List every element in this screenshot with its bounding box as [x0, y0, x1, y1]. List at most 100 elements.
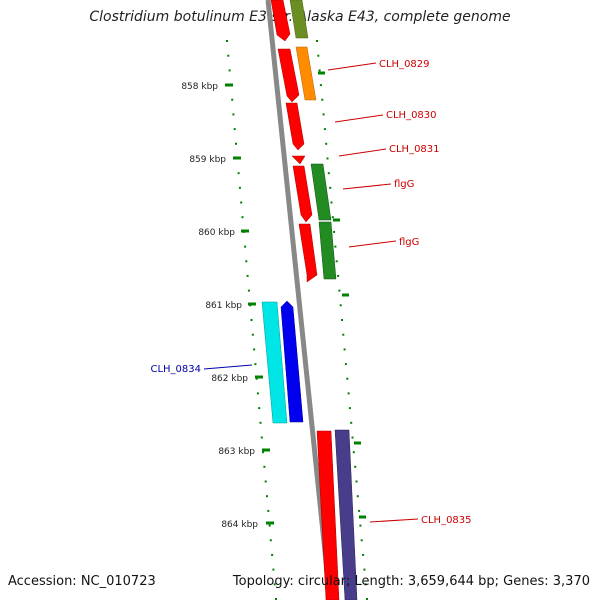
- track-dot: [246, 274, 249, 277]
- track-dot: [227, 54, 230, 57]
- gene-arrow-clh-0829[interactable]: [295, 46, 317, 101]
- track-dot: [260, 436, 263, 439]
- track-dot: [258, 407, 261, 410]
- track-dot: [251, 333, 254, 336]
- tick-label: 861 kbp: [205, 301, 242, 311]
- track-dot: [356, 495, 359, 498]
- track-dot: [263, 465, 266, 468]
- feature-label[interactable]: CLH_0829: [379, 59, 430, 70]
- track-dot: [331, 216, 334, 219]
- tick-label: 864 kbp: [221, 520, 258, 530]
- gene-arrow-clh-0834[interactable]: [261, 301, 288, 424]
- track-dot: [321, 98, 324, 101]
- feature-label[interactable]: flgG: [394, 179, 414, 190]
- track-dot: [350, 421, 353, 424]
- track-dot: [334, 245, 337, 248]
- track-dot: [362, 553, 365, 556]
- track-dot: [235, 142, 237, 145]
- gene-arrow[interactable]: [316, 430, 340, 600]
- track-dot: [233, 128, 236, 131]
- track-dot: [338, 289, 341, 292]
- tick-label: 863 kbp: [218, 447, 255, 457]
- track-dot: [273, 583, 276, 586]
- track-dot: [341, 319, 343, 321]
- track-dot: [326, 157, 329, 160]
- track-dot: [226, 40, 228, 42]
- gene-arrow[interactable]: [277, 48, 300, 103]
- track-dot: [329, 186, 332, 189]
- track-dot: [259, 421, 262, 424]
- track-dot: [317, 54, 320, 57]
- track-dot: [364, 583, 367, 586]
- track-dot: [237, 172, 240, 175]
- track-dot: [359, 524, 362, 527]
- gene-arrow[interactable]: [289, 0, 309, 39]
- ruler-track: [226, 40, 368, 600]
- tick-label: 858 kbp: [181, 82, 218, 92]
- gene-arrow[interactable]: [280, 300, 304, 423]
- backbone-line: [265, 0, 333, 600]
- track-dot: [272, 568, 275, 571]
- gene-arrow-flgg[interactable]: [318, 221, 337, 280]
- feature-label[interactable]: CLH_0830: [386, 110, 437, 121]
- gene-arrow-flgg[interactable]: [310, 163, 332, 221]
- track-dot: [348, 407, 351, 410]
- track-dot: [355, 480, 358, 483]
- track-dot: [347, 392, 350, 395]
- label-leader: [338, 148, 387, 157]
- gene-features: [261, 0, 358, 600]
- track-dot: [231, 98, 234, 101]
- gene-arrow[interactable]: [298, 223, 318, 283]
- track-dot: [319, 84, 322, 87]
- track-dot: [325, 142, 328, 145]
- feature-labels: CLH_0829 CLH_0830 CLH_0831 flgG flgG CLH…: [150, 59, 471, 526]
- feature-label[interactable]: flgG: [399, 237, 419, 248]
- accession-text: Accession: NC_010723: [8, 574, 156, 589]
- label-leader: [327, 62, 377, 71]
- track-dot: [238, 186, 241, 189]
- tick-label: 859 kbp: [189, 155, 226, 165]
- track-dot: [316, 40, 318, 42]
- gene-arrow[interactable]: [270, 0, 291, 42]
- track-dot: [271, 553, 274, 556]
- tick-label: 860 kbp: [198, 228, 235, 238]
- feature-label[interactable]: CLH_0835: [421, 515, 472, 526]
- track-dot: [250, 319, 253, 321]
- track-dot: [241, 216, 244, 219]
- track-dot: [327, 172, 330, 175]
- label-leader: [369, 518, 419, 523]
- track-dot: [255, 377, 258, 380]
- gene-arrow[interactable]: [292, 165, 313, 223]
- label-leader: [334, 114, 384, 123]
- ruler-ticks: 858 kbp 859 kbp 860 kbp 861 kbp 862 kbp …: [181, 82, 274, 530]
- track-dot: [232, 113, 235, 116]
- track-dot: [352, 451, 355, 454]
- gene-arrow-clh-0835[interactable]: [334, 429, 358, 600]
- track-dot: [333, 230, 336, 233]
- track-dot: [335, 260, 338, 263]
- track-dot: [351, 436, 354, 439]
- track-dot: [268, 524, 271, 527]
- track-dot: [253, 348, 256, 351]
- track-dot: [262, 451, 265, 454]
- track-dot: [343, 348, 346, 351]
- gene-arrow-clh-0830[interactable]: [285, 102, 305, 151]
- gene-arrow-clh-0831[interactable]: [291, 155, 306, 165]
- track-dot: [245, 260, 248, 263]
- track-dot: [228, 69, 231, 72]
- track-dot: [354, 465, 357, 468]
- track-dot: [323, 128, 326, 131]
- track-dot: [275, 598, 277, 600]
- track-dot: [322, 113, 325, 116]
- track-dot: [240, 201, 243, 204]
- track-dot: [244, 245, 247, 248]
- outer-ticks: [318, 71, 366, 519]
- track-dot: [269, 539, 272, 542]
- track-dot: [256, 392, 259, 395]
- label-leader: [203, 364, 253, 370]
- track-dot: [318, 69, 321, 72]
- feature-label[interactable]: CLH_0834: [150, 364, 201, 375]
- track-dot: [366, 598, 368, 600]
- feature-label[interactable]: CLH_0831: [389, 144, 440, 155]
- track-dot: [337, 274, 340, 277]
